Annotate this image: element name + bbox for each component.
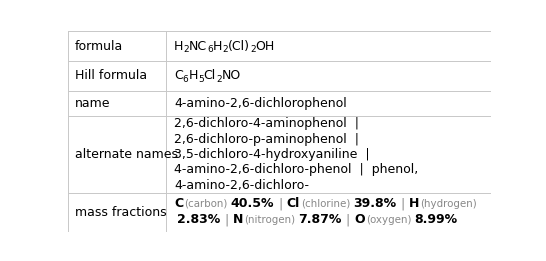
Text: 2: 2 — [216, 75, 222, 84]
Text: 3,5-dichloro-4-hydroxyaniline  |: 3,5-dichloro-4-hydroxyaniline | — [174, 148, 370, 161]
Text: |: | — [224, 213, 228, 226]
Text: 7.87%: 7.87% — [298, 213, 341, 226]
Text: C: C — [174, 69, 183, 82]
Text: 4-amino-2,6-dichlorophenol: 4-amino-2,6-dichlorophenol — [174, 97, 347, 110]
Text: name: name — [75, 97, 110, 110]
Text: alternate names: alternate names — [75, 148, 177, 161]
Text: (chlorine): (chlorine) — [301, 199, 351, 209]
Text: Cl: Cl — [204, 69, 216, 82]
Text: 4-amino-2,6-dichloro-: 4-amino-2,6-dichloro- — [174, 179, 309, 192]
Text: Hill formula: Hill formula — [75, 69, 147, 82]
Text: N: N — [233, 213, 243, 226]
Text: (Cl): (Cl) — [228, 40, 250, 53]
Text: 4-amino-2,6-dichloro-phenol  |  phenol,: 4-amino-2,6-dichloro-phenol | phenol, — [174, 163, 418, 176]
Text: 39.8%: 39.8% — [353, 197, 396, 210]
Text: OH: OH — [256, 40, 275, 53]
Text: NO: NO — [222, 69, 241, 82]
Text: 6: 6 — [183, 75, 188, 84]
Text: O: O — [354, 213, 365, 226]
Text: (hydrogen): (hydrogen) — [420, 199, 477, 209]
Text: NC: NC — [189, 40, 207, 53]
Text: (oxygen): (oxygen) — [366, 215, 411, 225]
Text: 2.83%: 2.83% — [176, 213, 220, 226]
Text: |: | — [346, 213, 349, 226]
Text: (nitrogen): (nitrogen) — [244, 215, 295, 225]
Text: Cl: Cl — [287, 197, 300, 210]
Text: |: | — [400, 197, 405, 210]
Text: H: H — [174, 40, 183, 53]
Text: 2: 2 — [222, 45, 228, 54]
Text: H: H — [188, 69, 198, 82]
Text: 2,6-dichloro-p-aminophenol  |: 2,6-dichloro-p-aminophenol | — [174, 133, 359, 146]
Text: mass fractions: mass fractions — [75, 206, 166, 219]
Text: formula: formula — [75, 40, 123, 53]
Text: 2: 2 — [183, 45, 189, 54]
Text: |: | — [278, 197, 282, 210]
Text: C: C — [174, 197, 183, 210]
Text: 2: 2 — [250, 45, 256, 54]
Text: H: H — [409, 197, 419, 210]
Text: 5: 5 — [198, 75, 204, 84]
Text: (carbon): (carbon) — [185, 199, 228, 209]
Text: H: H — [213, 40, 222, 53]
Text: 6: 6 — [207, 45, 213, 54]
Text: 8.99%: 8.99% — [414, 213, 457, 226]
Text: 40.5%: 40.5% — [230, 197, 274, 210]
Text: 2,6-dichloro-4-aminophenol  |: 2,6-dichloro-4-aminophenol | — [174, 117, 359, 130]
